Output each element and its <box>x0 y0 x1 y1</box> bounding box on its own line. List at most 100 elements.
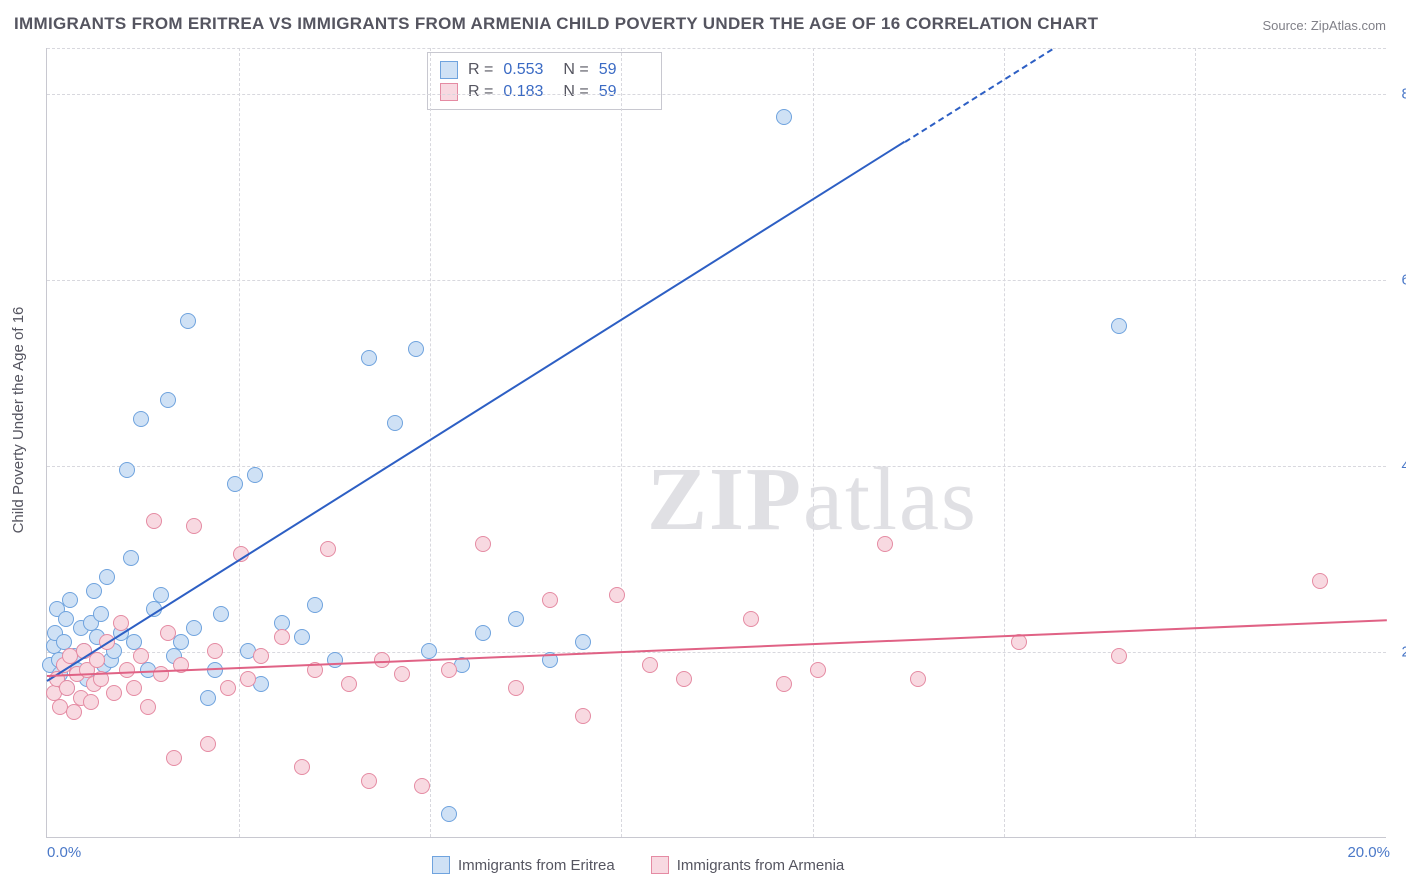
scatter-point <box>89 652 105 668</box>
gridline-horizontal <box>47 48 1386 49</box>
scatter-point <box>475 625 491 641</box>
legend-swatch-series2 <box>651 856 669 874</box>
scatter-point <box>642 657 658 673</box>
stats-row-series2: R = 0.183 N = 59 <box>440 81 649 103</box>
bottom-legend: Immigrants from Eritrea Immigrants from … <box>432 856 844 874</box>
scatter-point <box>327 652 343 668</box>
stat-r-label-1: R = <box>468 61 493 79</box>
scatter-point <box>1312 573 1328 589</box>
scatter-point <box>441 662 457 678</box>
scatter-point <box>83 694 99 710</box>
gridline-horizontal <box>47 280 1386 281</box>
scatter-point <box>186 620 202 636</box>
scatter-point <box>877 536 893 552</box>
scatter-point <box>414 778 430 794</box>
stat-r-label-2: R = <box>468 83 493 101</box>
scatter-point <box>274 629 290 645</box>
scatter-point <box>247 467 263 483</box>
scatter-point <box>320 541 336 557</box>
scatter-point <box>153 587 169 603</box>
scatter-point <box>1111 318 1127 334</box>
scatter-point <box>575 708 591 724</box>
scatter-point <box>776 109 792 125</box>
scatter-point <box>743 611 759 627</box>
legend-label-series2: Immigrants from Armenia <box>677 857 845 874</box>
scatter-point <box>341 676 357 692</box>
gridline-horizontal <box>47 466 1386 467</box>
stats-box: R = 0.553 N = 59 R = 0.183 N = 59 <box>427 52 662 110</box>
scatter-point <box>200 736 216 752</box>
scatter-point <box>119 462 135 478</box>
scatter-point <box>220 680 236 696</box>
gridline-vertical <box>1195 48 1196 837</box>
gridline-vertical <box>813 48 814 837</box>
scatter-point <box>146 513 162 529</box>
gridline-horizontal <box>47 94 1386 95</box>
scatter-point <box>1111 648 1127 664</box>
scatter-point <box>294 759 310 775</box>
scatter-point <box>475 536 491 552</box>
gridline-vertical <box>621 48 622 837</box>
scatter-point <box>307 597 323 613</box>
scatter-point <box>542 592 558 608</box>
scatter-point <box>508 611 524 627</box>
scatter-point <box>160 625 176 641</box>
stat-r-value-1: 0.553 <box>503 61 553 79</box>
y-tick-label: 40.0% <box>1392 458 1406 475</box>
swatch-series2 <box>440 83 458 101</box>
scatter-point <box>361 350 377 366</box>
scatter-point <box>294 629 310 645</box>
scatter-point <box>86 583 102 599</box>
scatter-point <box>186 518 202 534</box>
scatter-point <box>910 671 926 687</box>
scatter-point <box>508 680 524 696</box>
scatter-point <box>119 662 135 678</box>
gridline-vertical <box>430 48 431 837</box>
scatter-point <box>133 411 149 427</box>
stat-n-value-2: 59 <box>599 83 649 101</box>
chart-title: IMMIGRANTS FROM ERITREA VS IMMIGRANTS FR… <box>14 14 1098 34</box>
stat-n-label-1: N = <box>563 61 588 79</box>
scatter-point <box>140 699 156 715</box>
scatter-point <box>810 662 826 678</box>
scatter-point <box>253 648 269 664</box>
scatter-point <box>200 690 216 706</box>
scatter-point <box>207 643 223 659</box>
scatter-point <box>776 676 792 692</box>
scatter-point <box>66 704 82 720</box>
scatter-point <box>160 392 176 408</box>
scatter-point <box>441 806 457 822</box>
scatter-point <box>240 671 256 687</box>
scatter-point <box>173 634 189 650</box>
watermark-zip: ZIP <box>647 450 803 549</box>
scatter-point <box>58 611 74 627</box>
y-tick-label: 80.0% <box>1392 86 1406 103</box>
legend-label-series1: Immigrants from Eritrea <box>458 857 615 874</box>
scatter-point <box>153 666 169 682</box>
scatter-point <box>609 587 625 603</box>
scatter-point <box>361 773 377 789</box>
x-tick-label: 20.0% <box>1347 844 1390 861</box>
scatter-point <box>227 476 243 492</box>
scatter-point <box>126 680 142 696</box>
scatter-point <box>99 569 115 585</box>
y-axis-title: Child Poverty Under the Age of 16 <box>10 307 27 534</box>
swatch-series1 <box>440 61 458 79</box>
y-tick-label: 60.0% <box>1392 272 1406 289</box>
watermark-atlas: atlas <box>803 450 978 549</box>
stat-n-value-1: 59 <box>599 61 649 79</box>
scatter-point <box>123 550 139 566</box>
stat-n-label-2: N = <box>563 83 588 101</box>
legend-item-series2: Immigrants from Armenia <box>651 856 845 874</box>
scatter-point <box>93 606 109 622</box>
chart-plot-area: ZIPatlas R = 0.553 N = 59 R = 0.183 N = … <box>46 48 1386 838</box>
scatter-point <box>387 415 403 431</box>
scatter-point <box>421 643 437 659</box>
gridline-vertical <box>1004 48 1005 837</box>
source-label: Source: ZipAtlas.com <box>1262 18 1386 33</box>
stat-r-value-2: 0.183 <box>503 83 553 101</box>
scatter-point <box>133 648 149 664</box>
scatter-point <box>180 313 196 329</box>
gridline-vertical <box>239 48 240 837</box>
scatter-point <box>106 685 122 701</box>
